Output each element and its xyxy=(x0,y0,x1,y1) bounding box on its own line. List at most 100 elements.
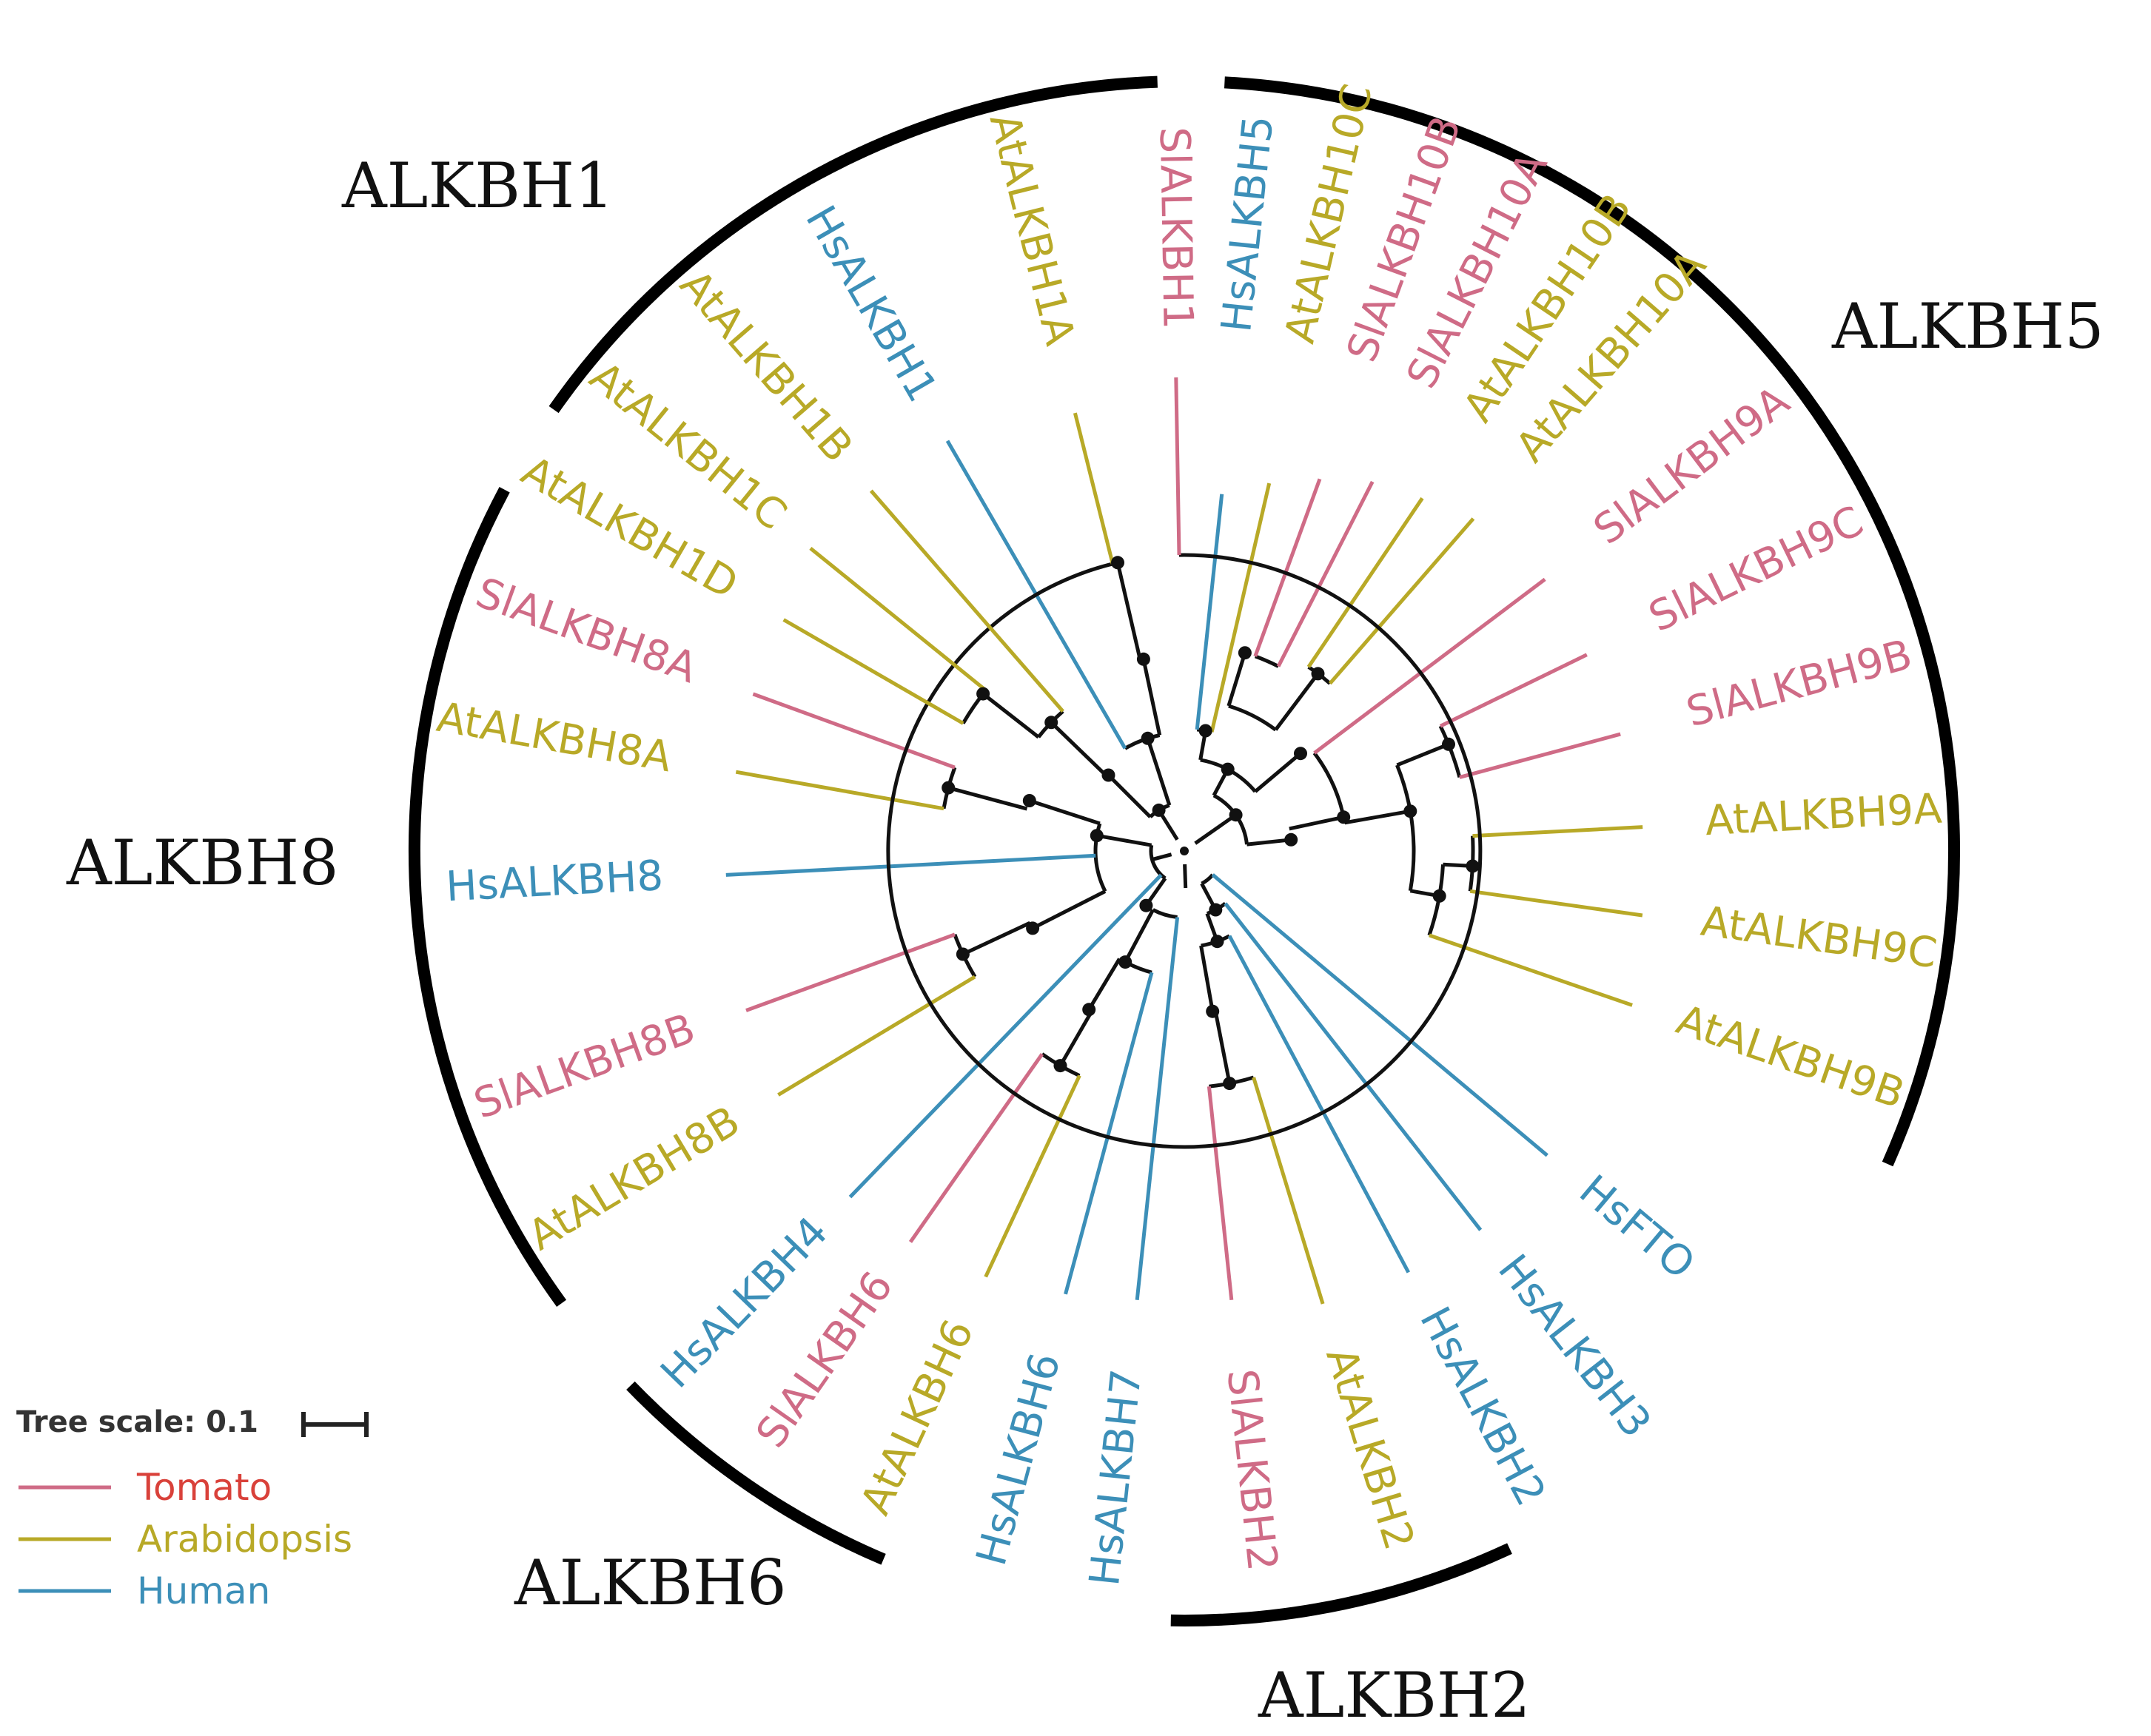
leaf-label: HsALKBH5 xyxy=(1212,113,1283,334)
internal-branch xyxy=(1029,798,1101,826)
tree-scale-label: Tree scale: 0.1 xyxy=(16,1405,258,1439)
internal-branch xyxy=(1115,562,1142,661)
leaf-branch xyxy=(1276,480,1375,667)
bootstrap-node-dot xyxy=(1022,794,1036,807)
internal-branch xyxy=(1096,833,1152,847)
leaf-label: SlALKBH8B xyxy=(468,1004,701,1128)
internal-branch xyxy=(1123,909,1155,963)
leaf-branch xyxy=(1306,497,1424,668)
clade-label-alkbh6: ALKBH6 xyxy=(514,1547,787,1619)
leaf-branch xyxy=(1064,972,1154,1295)
legend-label: Arabidopsis xyxy=(137,1518,352,1561)
bootstrap-node-dot xyxy=(1026,921,1040,935)
internal-branch xyxy=(1194,813,1238,845)
bootstrap-node-dot xyxy=(1284,832,1298,847)
clade-labels: ALKBH1 ALKBH5 ALKBH8 ALKBH6 ALKBH2 xyxy=(66,149,2104,1732)
bootstrap-node-dot xyxy=(1466,859,1480,873)
leaf-label: SlALKBH9C xyxy=(1642,497,1870,642)
bootstrap-node-dot xyxy=(1294,747,1307,761)
bootstrap-node-dot xyxy=(1238,646,1252,660)
leaf-label: HsFTO xyxy=(1570,1166,1703,1289)
bootstrap-node-dot xyxy=(1210,935,1224,949)
leaf-label: AtALKBH1A xyxy=(980,109,1084,350)
branch-arc xyxy=(886,553,1483,1149)
bootstrap-node-dot xyxy=(1311,667,1325,681)
bootstrap-node-dot xyxy=(1053,1059,1067,1073)
leaf-branch xyxy=(1195,494,1224,730)
leaf-label: AtALKBH2 xyxy=(1316,1342,1423,1555)
leaf-branch xyxy=(848,873,1163,1199)
leaf-branch xyxy=(752,692,956,770)
leaf-branch xyxy=(1439,653,1588,728)
clade-arc-alkbh2 xyxy=(1170,1543,1512,1626)
leaf-branch xyxy=(725,853,1096,877)
leaf-label: SlALKBH8A xyxy=(470,569,703,693)
bootstrap-node-dot xyxy=(1101,768,1115,782)
leaf-label: HsALKBH7 xyxy=(1081,1367,1151,1588)
branch-arc xyxy=(1395,764,1416,892)
clade-arc-alkbh5 xyxy=(1224,76,1961,1167)
root-node xyxy=(1180,847,1189,855)
branch-arc xyxy=(1152,908,1178,919)
bootstrap-node-dot xyxy=(1090,829,1104,843)
leaf-branch xyxy=(984,1074,1081,1278)
internal-branch xyxy=(947,786,1028,811)
internal-branch xyxy=(1274,672,1320,731)
leaf-branch xyxy=(908,1052,1044,1243)
internal-branch xyxy=(1031,889,1107,930)
leaf-branch xyxy=(1209,482,1272,733)
legend-label: Tomato xyxy=(136,1466,272,1509)
bootstrap-node-dot xyxy=(1432,889,1446,903)
leaf-branch xyxy=(1174,377,1181,556)
bootstrap-nodes xyxy=(942,556,1480,1091)
branch-arc xyxy=(1438,725,1462,778)
bootstrap-node-dot xyxy=(1136,652,1150,666)
internal-branch xyxy=(1050,721,1109,778)
bootstrap-node-dot xyxy=(1337,810,1351,824)
bootstrap-node-dot xyxy=(1229,808,1243,822)
leaf-label: AtALKBH6 xyxy=(852,1313,984,1522)
bootstrap-node-dot xyxy=(1223,1077,1237,1091)
clade-label-alkbh5: ALKBH5 xyxy=(1831,290,2104,363)
leaf-branch xyxy=(809,546,987,692)
leaf-label: HsALKBH6 xyxy=(967,1348,1070,1570)
bootstrap-node-dot xyxy=(1152,803,1166,817)
bootstrap-node-dot xyxy=(1118,955,1132,969)
branch-arc xyxy=(1254,654,1280,668)
leaf-branch xyxy=(777,975,976,1097)
leaf-label: SlALKBH9A xyxy=(1585,377,1798,554)
leaf-branch xyxy=(1252,1077,1325,1305)
leaf-branch xyxy=(1227,935,1411,1274)
leaf-label: AtALKBH8B xyxy=(520,1097,748,1260)
leaf-label: SlALKBH2 xyxy=(1218,1367,1286,1573)
clade-label-alkbh2: ALKBH2 xyxy=(1258,1659,1531,1732)
leaf-branch xyxy=(1313,577,1546,755)
internal-branch xyxy=(1199,945,1215,1012)
leaf-branch xyxy=(782,618,964,725)
leaf-branch xyxy=(869,489,1064,713)
leaf-branch xyxy=(1135,917,1180,1300)
internal-branch xyxy=(1146,738,1172,806)
internal-branch xyxy=(1226,652,1247,707)
internal-branch xyxy=(1344,809,1411,825)
leaf-branch xyxy=(1224,902,1483,1231)
internal-branch xyxy=(1141,659,1162,736)
leaf-label: AtALKBH8A xyxy=(434,693,675,782)
internal-branch xyxy=(962,921,1031,956)
tree-scale-bar xyxy=(301,1412,369,1437)
leaf-branch xyxy=(1211,873,1548,1157)
bootstrap-node-dot xyxy=(1111,556,1124,570)
leaf-label: AtALKBH9B xyxy=(1671,996,1910,1119)
bootstrap-node-dot xyxy=(1044,716,1058,730)
branch-arc xyxy=(1201,873,1215,886)
bootstrap-node-dot xyxy=(1139,898,1153,912)
legend-label: Human xyxy=(137,1570,270,1612)
bootstrap-node-dot xyxy=(1082,1003,1096,1017)
internal-branch xyxy=(1087,958,1121,1011)
internal-branch xyxy=(1213,1010,1232,1084)
legend: Tree scale: 0.1 Tomato Arabidopsis Human xyxy=(16,1405,369,1612)
leaf-branch xyxy=(745,932,956,1012)
leaf-label: HsALKBH8 xyxy=(445,852,665,911)
internal-branch xyxy=(1289,815,1344,831)
